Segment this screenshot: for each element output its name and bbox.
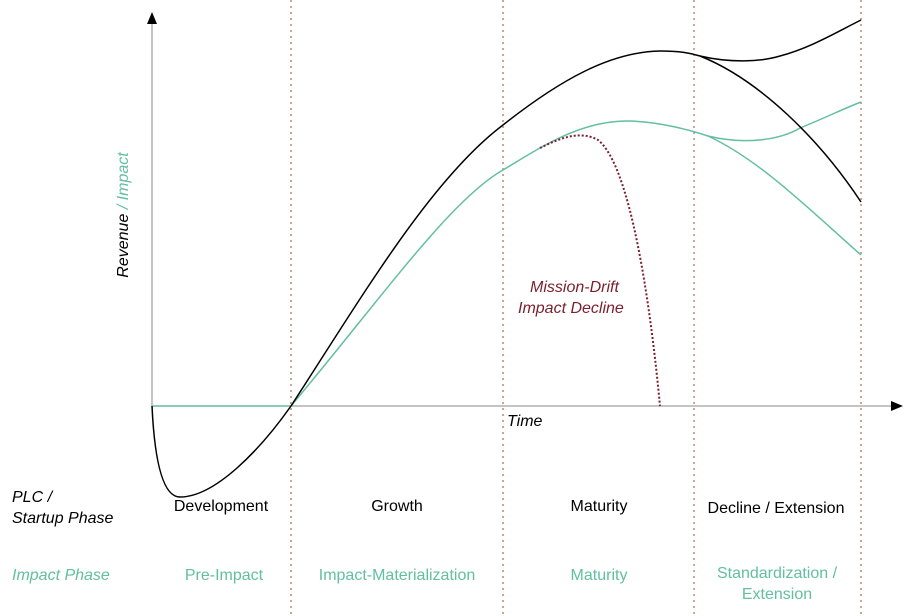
revenue-extension-curve <box>699 19 862 62</box>
revenue-decline-curve <box>699 55 862 203</box>
y-axis-label-revenue: Revenue <box>115 213 132 278</box>
x-axis-label: Time <box>507 413 543 430</box>
plc-phase-development: Development <box>173 498 269 515</box>
y-axis-arrow <box>147 12 157 24</box>
impact-phase-extension: Extension <box>741 586 813 603</box>
revenue-curve <box>151 50 701 498</box>
plc-phase-growth: Growth <box>371 498 423 515</box>
y-axis-label-impact: Impact <box>115 152 132 201</box>
row-label-plc-line2: Startup Phase <box>12 510 114 527</box>
x-axis-arrow <box>891 401 903 411</box>
impact-curve <box>290 120 709 407</box>
plc-phase-decline-extension: Decline / Extension <box>707 500 845 517</box>
annotation-line2: Impact Decline <box>518 300 624 317</box>
mission-drift-curve <box>539 134 661 407</box>
plc-phase-maturity: Maturity <box>570 498 628 515</box>
y-axis-label-separator: / <box>115 200 132 214</box>
row-label-plc-line1: PLC / <box>12 489 53 506</box>
impact-phase-pre-impact: Pre-Impact <box>184 567 264 584</box>
impact-phase-maturity: Maturity <box>570 567 628 584</box>
impact-phase-materialization: Impact-Materialization <box>318 567 476 584</box>
annotation-line1: Mission-Drift <box>530 279 619 296</box>
impact-extension-curve <box>707 101 862 142</box>
y-axis-label: Revenue / Impact <box>115 152 133 277</box>
impact-phase-standardization: Standardization / <box>716 565 838 582</box>
row-label-impact: Impact Phase <box>12 567 110 584</box>
impact-decline-curve <box>707 135 862 256</box>
